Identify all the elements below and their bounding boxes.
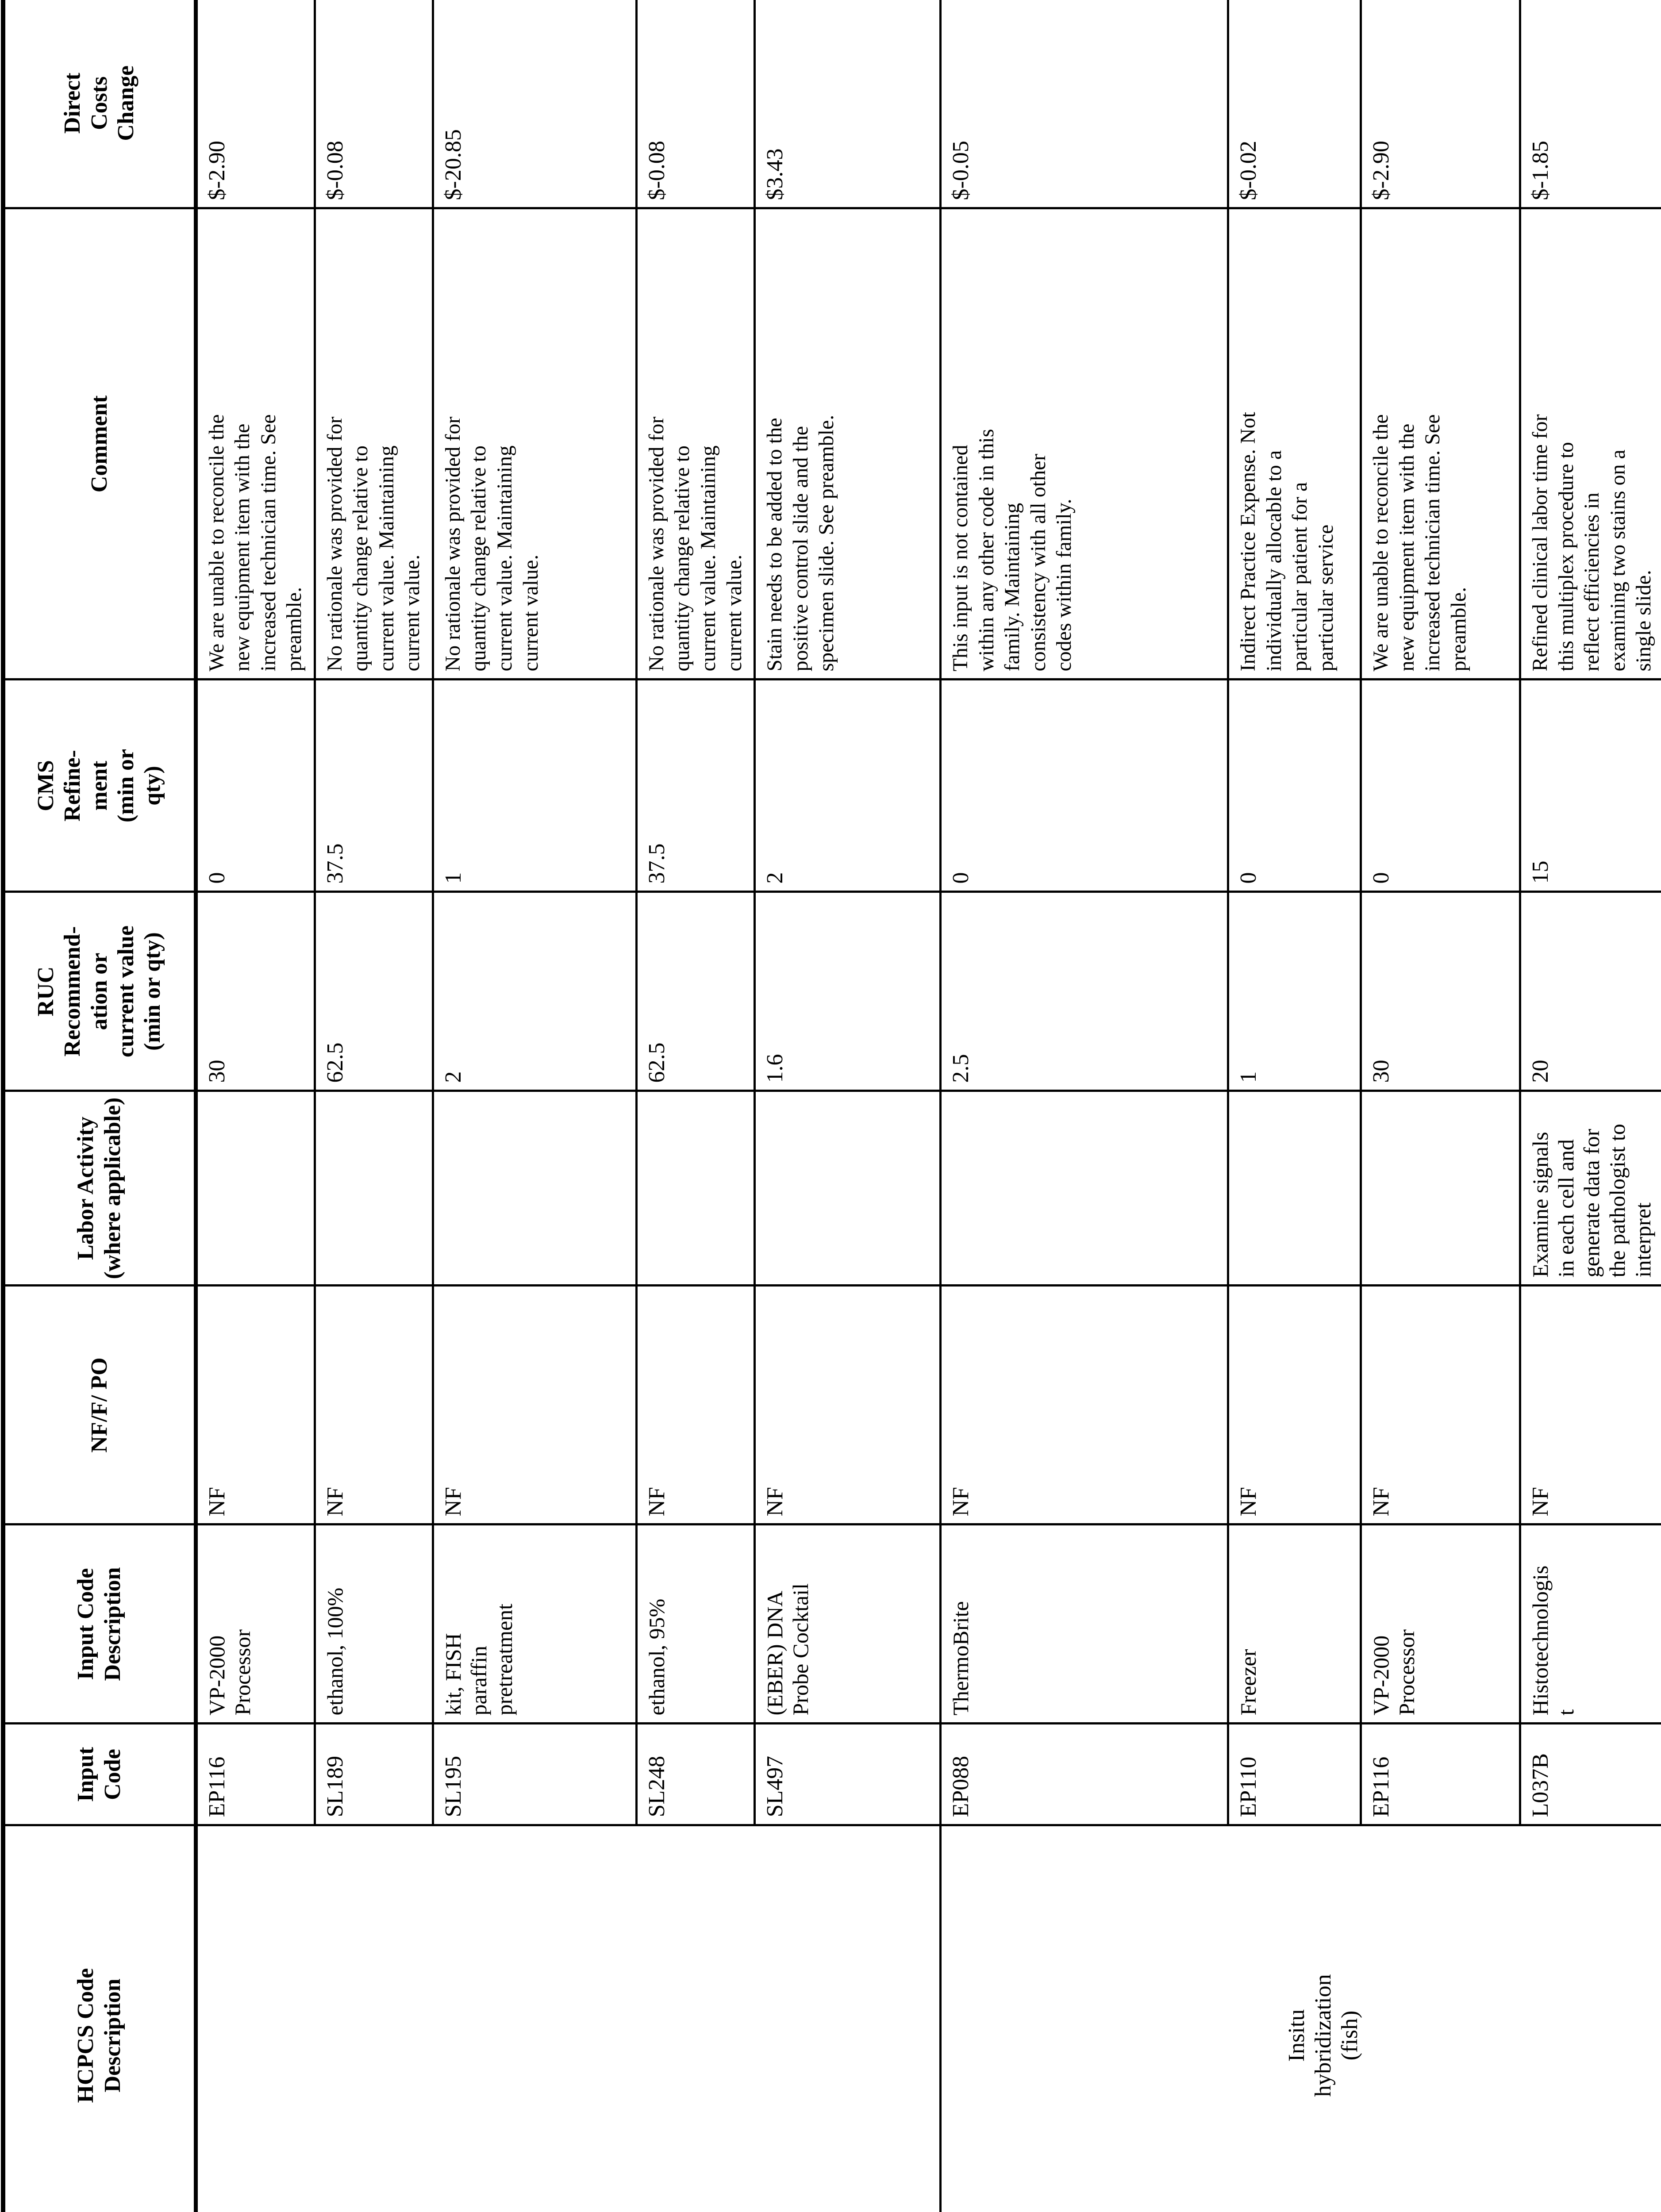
cell-labor-activity	[1228, 1091, 1361, 1286]
cell-nf-f-po: NF	[940, 1286, 1228, 1525]
cell-cms-value: 0	[940, 680, 1228, 892]
cell-labor-activity	[1361, 1091, 1520, 1286]
cell-direct-costs-change: $-2.90	[196, 0, 315, 208]
cell-direct-costs-change: $-0.08	[636, 0, 755, 208]
cell-direct-costs-change: $-1.85	[1520, 0, 1661, 208]
table-row: 88366 Insitu hybridization (fish) EP088 …	[940, 0, 1661, 2212]
cell-input-description: VP-2000 Processor	[1361, 1525, 1520, 1724]
cell-cms-value: 0	[1228, 680, 1361, 892]
cell-input-description: ThermoBrite	[940, 1525, 1228, 1724]
hcpcs-desc-group-88366: Insitu hybridization (fish)	[940, 1825, 1661, 2212]
cell-nf-f-po: NF	[315, 1286, 433, 1525]
cell-nf-f-po: NF	[1361, 1286, 1520, 1525]
cell-comment: Refined clinical labor time for this mul…	[1520, 208, 1661, 680]
cell-input-description: ethanol, 100%	[315, 1525, 433, 1724]
cell-input-code: L037B	[1520, 1724, 1661, 1825]
col-header-nf-f-po: NF/F/ PO	[3, 1286, 196, 1525]
cell-direct-costs-change: $-2.90	[1361, 0, 1520, 208]
cell-cms-value: 37.5	[315, 680, 433, 892]
cell-ruc-value: 30	[1361, 892, 1520, 1091]
cell-input-code: EP110	[1228, 1724, 1361, 1825]
col-header-labor-activity: Labor Activity (where applicable)	[3, 1091, 196, 1286]
cell-nf-f-po: NF	[754, 1286, 941, 1525]
cell-input-code: EP116	[1361, 1724, 1520, 1825]
cell-input-code: SL248	[636, 1724, 755, 1825]
cell-cms-value: 0	[196, 680, 315, 892]
cell-cms-value: 1	[433, 680, 637, 892]
cell-labor-activity	[754, 1091, 941, 1286]
cell-labor-activity	[196, 1091, 315, 1286]
cell-comment: We are unable to reconcile the new equip…	[196, 208, 315, 680]
cell-labor-activity: Examine signals in each cell and generat…	[1520, 1091, 1661, 1286]
cell-comment: Indirect Practice Expense. Not individua…	[1228, 208, 1361, 680]
cell-nf-f-po: NF	[433, 1286, 637, 1525]
cell-direct-costs-change: $-0.02	[1228, 0, 1361, 208]
cell-comment: We are unable to reconcile the new equip…	[1361, 208, 1520, 680]
col-header-comment: Comment	[3, 208, 196, 680]
cell-nf-f-po: NF	[1228, 1286, 1361, 1525]
col-header-ruc-recommendation: RUC Recommend- ation or current value (m…	[3, 892, 196, 1091]
cell-labor-activity	[940, 1091, 1228, 1286]
cell-input-description: (EBER) DNA Probe Cocktail	[754, 1525, 941, 1724]
cell-comment: No rationale was provided for quantity c…	[636, 208, 755, 680]
cell-cms-value: 2	[754, 680, 941, 892]
cell-labor-activity	[315, 1091, 433, 1286]
cell-cms-value: 37.5	[636, 680, 755, 892]
cell-ruc-value: 2	[433, 892, 637, 1091]
cell-input-code: SL195	[433, 1724, 637, 1825]
cell-input-description: Freezer	[1228, 1525, 1361, 1724]
cell-direct-costs-change: $-20.85	[433, 0, 637, 208]
cell-comment: No rationale was provided for quantity c…	[315, 208, 433, 680]
cell-input-description: VP-2000 Processor	[196, 1525, 315, 1724]
cell-ruc-value: 30	[196, 892, 315, 1091]
col-header-input-description: Input Code Description	[3, 1525, 196, 1724]
cell-input-description: ethanol, 95%	[636, 1525, 755, 1724]
col-header-input-code: Input Code	[3, 1724, 196, 1825]
col-header-direct-costs-change: Direct Costs Change	[3, 0, 196, 208]
cell-input-code: SL189	[315, 1724, 433, 1825]
cell-direct-costs-change: $-0.05	[940, 0, 1228, 208]
col-header-hcpcs-description: HCPCS Code Description	[3, 1825, 196, 2212]
cell-nf-f-po: NF	[196, 1286, 315, 1525]
cell-direct-costs-change: $-0.08	[315, 0, 433, 208]
cell-labor-activity	[433, 1091, 637, 1286]
cell-input-code: EP088	[940, 1724, 1228, 1825]
cell-ruc-value: 1	[1228, 892, 1361, 1091]
cell-ruc-value: 20	[1520, 892, 1661, 1091]
cell-nf-f-po: NF	[636, 1286, 755, 1525]
cell-comment: No rationale was provided for quantity c…	[433, 208, 637, 680]
cell-comment: This input is not contained within any o…	[940, 208, 1228, 680]
header-row: HCPCS Code HCPCS Code Description Input …	[3, 0, 196, 2212]
col-header-cms-refinement: CMS Refine- ment (min or qty)	[3, 680, 196, 892]
cell-input-code: EP116	[196, 1724, 315, 1825]
cell-ruc-value: 1.6	[754, 892, 941, 1091]
hcpcs-desc-group-upper	[196, 1825, 941, 2212]
cell-ruc-value: 62.5	[315, 892, 433, 1091]
cell-labor-activity	[636, 1091, 755, 1286]
cell-ruc-value: 62.5	[636, 892, 755, 1091]
cell-ruc-value: 2.5	[940, 892, 1228, 1091]
cell-input-code: SL497	[754, 1724, 941, 1825]
cell-input-description: kit, FISH paraffin pretreatment	[433, 1525, 637, 1724]
cell-nf-f-po: NF	[1520, 1286, 1661, 1525]
cell-input-description: Histotechnologis t	[1520, 1525, 1661, 1724]
cell-cms-value: 15	[1520, 680, 1661, 892]
cell-comment: Stain needs to be added to the positive …	[754, 208, 941, 680]
table-row: EP116 VP-2000 Processor NF 30 0 We are u…	[196, 0, 941, 2212]
cell-direct-costs-change: $3.43	[754, 0, 941, 208]
cell-cms-value: 0	[1361, 680, 1520, 892]
